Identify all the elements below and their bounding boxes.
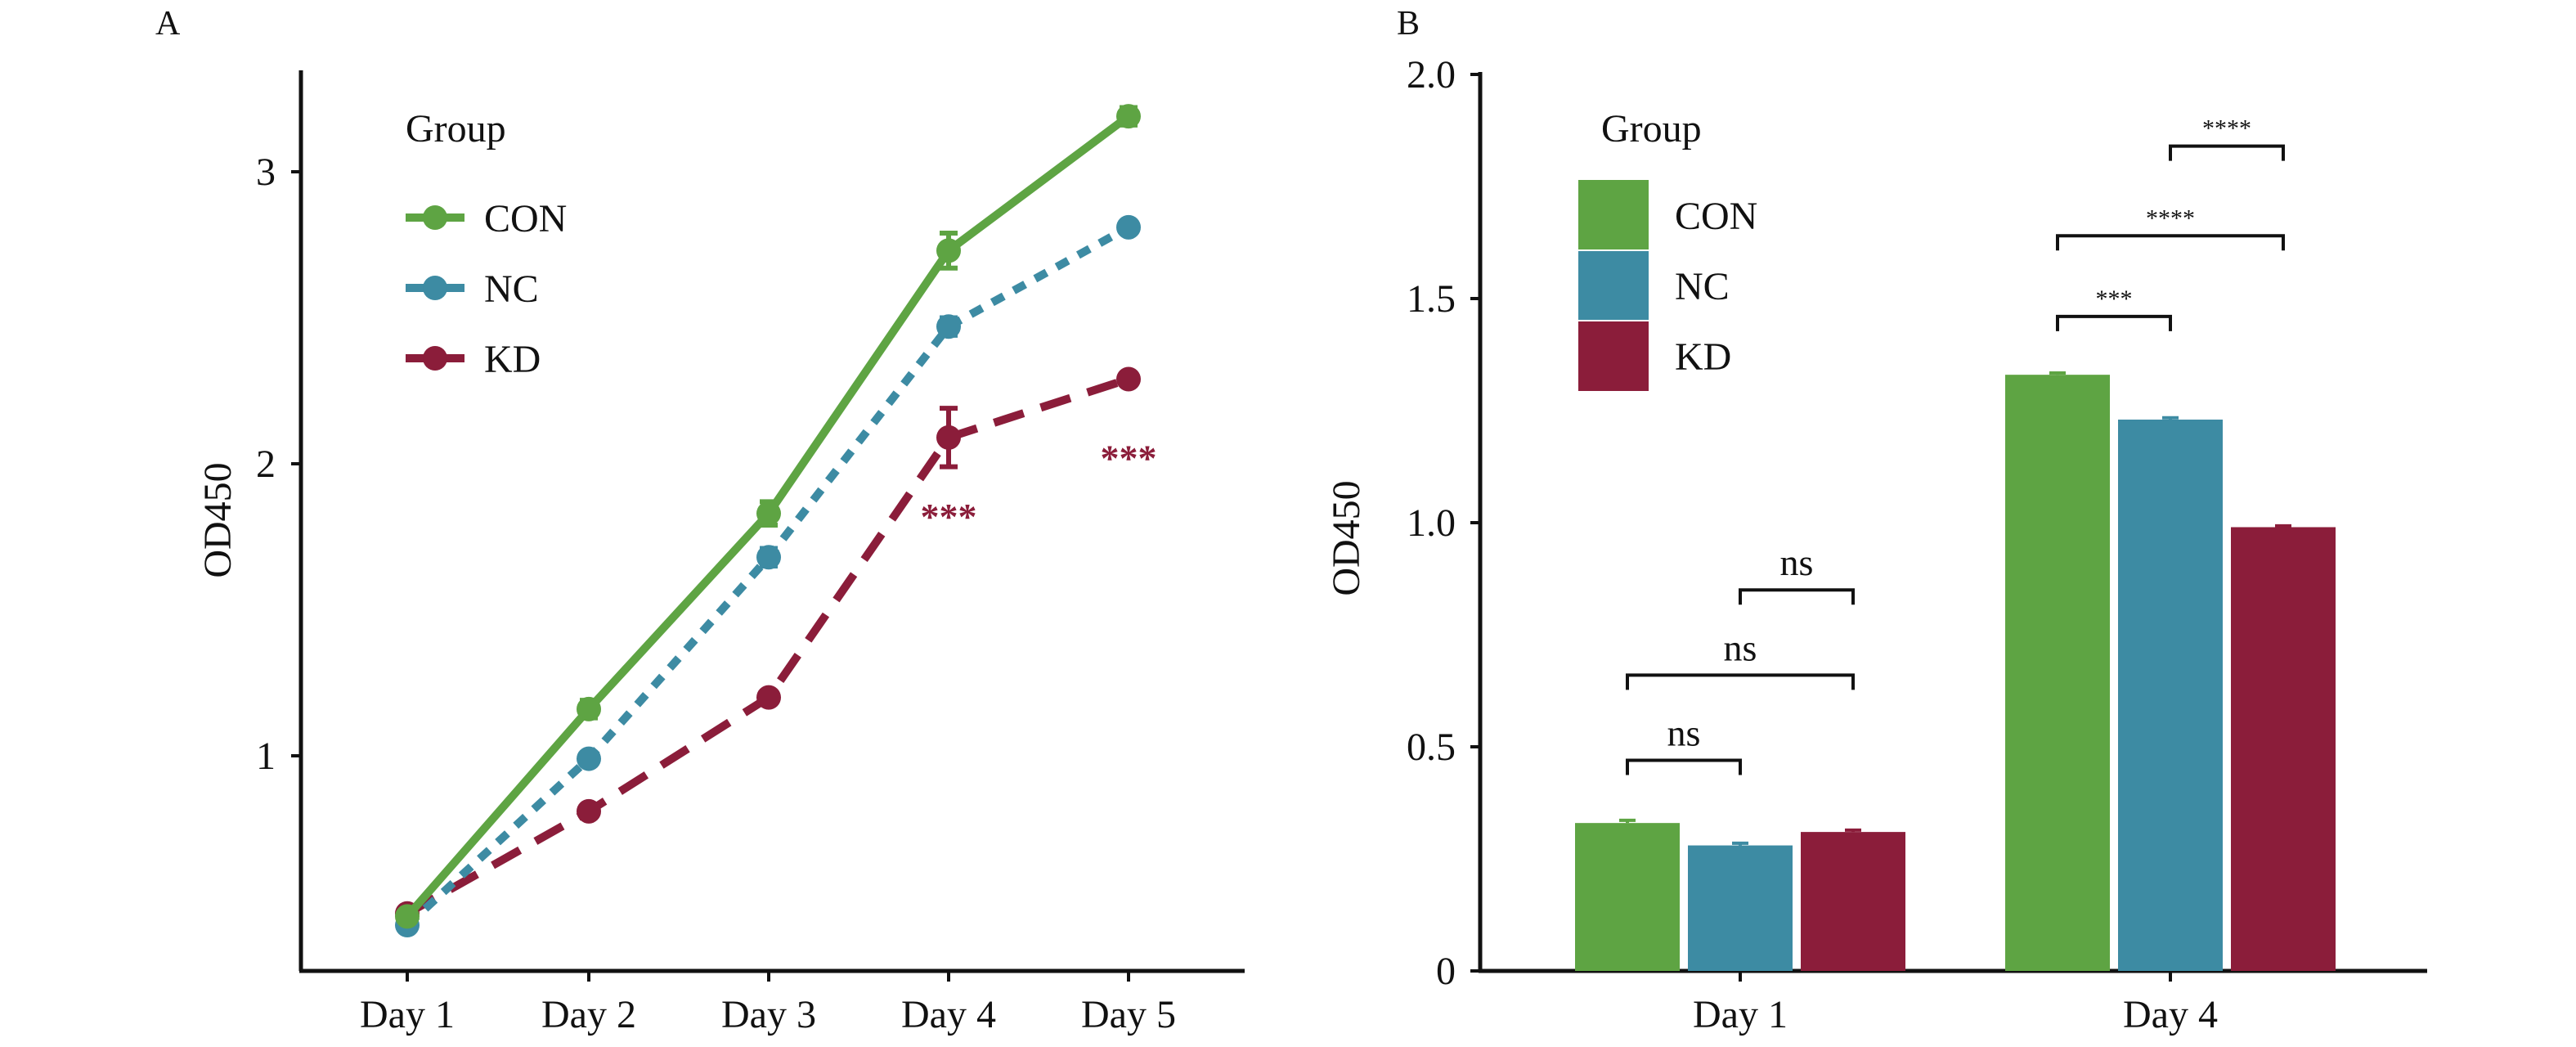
- data-point-con: [756, 501, 781, 526]
- panel-b-legend: Group CON NC KD: [1578, 107, 1757, 391]
- significance-bracket: [2169, 144, 2285, 161]
- significance-label: ns: [1724, 627, 1757, 668]
- panel-a-x-tick-label: Day 4: [901, 993, 996, 1036]
- legend-label-con: CON: [484, 197, 567, 240]
- significance-label: ****: [2202, 115, 2251, 142]
- panel-a-y-axis-title: OD450: [196, 462, 240, 577]
- panel-a-x-tick-label: Day 3: [721, 993, 816, 1036]
- data-point-kd: [577, 798, 601, 824]
- significance-bracket: [1626, 673, 1855, 690]
- legend-key-point-nc: [423, 276, 447, 300]
- panel-b-legend-title: Group: [1601, 107, 1702, 151]
- data-point-con: [1116, 104, 1141, 129]
- significance-bracket: [1739, 588, 1855, 605]
- panel-a-y-tick-label: 2: [256, 443, 276, 486]
- panel-b-x-tick-label: Day 1: [1693, 993, 1788, 1036]
- legend-label-nc: NC: [484, 267, 539, 311]
- panel-b-x-tick-label: Day 4: [2123, 993, 2218, 1036]
- significance-annotation: ***: [1101, 437, 1157, 479]
- legend-key-point-kd: [423, 346, 447, 371]
- data-point-nc: [1116, 214, 1141, 240]
- panel-a-y-tick-label: 3: [256, 151, 276, 194]
- data-point-con: [936, 238, 961, 263]
- legend-label-nc: NC: [1675, 265, 1730, 308]
- legend-key-point-con: [423, 205, 447, 230]
- bar-con-day-4: [2005, 375, 2110, 971]
- legend-label-kd: KD: [1675, 335, 1731, 379]
- panel-b-ticks: 0 0.5 1.0 1.5 2.0 Day 1 Day 4: [1407, 53, 2218, 1036]
- data-point-kd: [1116, 366, 1141, 392]
- significance-label: ****: [2146, 204, 2195, 231]
- panel-b-y-axis-title: OD450: [1325, 480, 1368, 595]
- data-point-kd: [756, 685, 781, 710]
- legend-label-con: CON: [1675, 195, 1757, 238]
- panel-a-annotations: *** ***: [921, 437, 1157, 537]
- significance-label: ns: [1667, 712, 1701, 753]
- bar-kd-day-1: [1801, 832, 1905, 971]
- data-point-nc: [756, 545, 781, 570]
- legend-label-kd: KD: [484, 338, 541, 381]
- data-point-nc: [936, 314, 961, 339]
- bar-con-day-1: [1575, 823, 1680, 971]
- panel-a-y-tick-label: 1: [256, 735, 276, 778]
- panel-b-y-tick-label: 0.5: [1407, 726, 1456, 769]
- legend-key-nc: [1578, 250, 1649, 321]
- panel-b-letter: B: [1397, 5, 1420, 43]
- data-point-nc: [577, 746, 601, 771]
- bar-nc-day-1: [1688, 845, 1793, 971]
- panel-a-x-tick-label: Day 1: [360, 993, 455, 1036]
- panel-b-y-tick-label: 0: [1436, 950, 1456, 993]
- data-point-con: [577, 696, 601, 721]
- panel-b-y-tick-label: 2.0: [1407, 53, 1456, 97]
- panel-a-x-tick-label: Day 5: [1081, 993, 1176, 1036]
- panel-b-y-tick-label: 1.5: [1407, 277, 1456, 321]
- panel-a-ticks: 1 2 3 Day 1 Day 2 Day 3 Day 4 Day 5: [256, 151, 1176, 1036]
- series-line-kd: [405, 375, 1130, 918]
- significance-bracket: [2056, 314, 2172, 331]
- significance-label: ***: [2096, 285, 2133, 312]
- significance-annotation: ***: [921, 496, 977, 537]
- significance-bracket: [2056, 234, 2285, 251]
- legend-key-con: [1578, 180, 1649, 250]
- data-point-kd: [936, 425, 961, 450]
- significance-bracket: [1626, 758, 1742, 775]
- bar-nc-day-4: [2118, 419, 2223, 971]
- panel-a-series: [395, 104, 1141, 938]
- panel-b-bars: [1575, 371, 2336, 971]
- panel-a: A OD450 1 2 3 Day 1 Day 2 Day 3 Day 4 Day 5 ***…: [155, 5, 1245, 1036]
- series-line-nc: [404, 223, 1131, 928]
- panel-a-legend-title: Group: [406, 107, 506, 151]
- panel-a-x-tick-label: Day 2: [541, 993, 636, 1036]
- legend-key-kd: [1578, 321, 1649, 391]
- panel-b-y-tick-label: 1.0: [1407, 501, 1456, 545]
- bar-kd-day-4: [2231, 527, 2336, 971]
- panel-a-legend: Group CON NC KD: [406, 107, 567, 381]
- significance-label: ns: [1780, 541, 1814, 583]
- data-point-con: [395, 904, 420, 929]
- panel-b: B OD450 0 0.5 1.0 1.5 2.0 Day 1 Day 4 ns ns ns **…: [1325, 5, 2427, 1036]
- panel-a-letter: A: [155, 5, 181, 43]
